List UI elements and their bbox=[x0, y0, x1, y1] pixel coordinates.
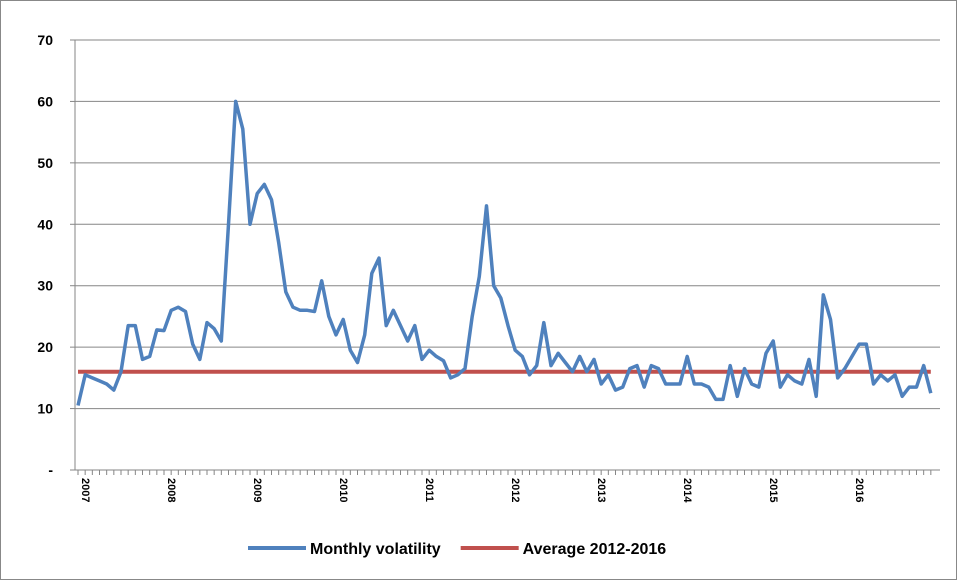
y-tick-label: 60 bbox=[37, 93, 53, 109]
x-tick-label: 2008 bbox=[165, 478, 177, 502]
y-tick-label: 30 bbox=[37, 278, 53, 294]
legend-label: Monthly volatility bbox=[310, 541, 441, 558]
x-tick-label: 2009 bbox=[251, 478, 263, 502]
x-tick-label: 2012 bbox=[509, 478, 521, 502]
x-tick-label: 2011 bbox=[423, 478, 435, 502]
x-tick-label: 2016 bbox=[853, 478, 865, 502]
x-tick-label: 2010 bbox=[337, 478, 349, 502]
series-line bbox=[76, 99, 933, 406]
x-tick-label: 2015 bbox=[767, 478, 779, 502]
y-tick-label: 20 bbox=[37, 339, 53, 355]
y-tick-label: 10 bbox=[37, 401, 53, 417]
y-tick-label: 50 bbox=[37, 155, 53, 171]
y-tick-label: 40 bbox=[37, 216, 53, 232]
y-tick-label: - bbox=[48, 462, 53, 478]
x-tick-label: 2007 bbox=[79, 478, 91, 502]
y-tick-label: 70 bbox=[37, 32, 53, 48]
legend-label: Average 2012-2016 bbox=[523, 541, 667, 558]
x-tick-label: 2014 bbox=[681, 478, 693, 503]
x-tick-label: 2013 bbox=[595, 478, 607, 502]
